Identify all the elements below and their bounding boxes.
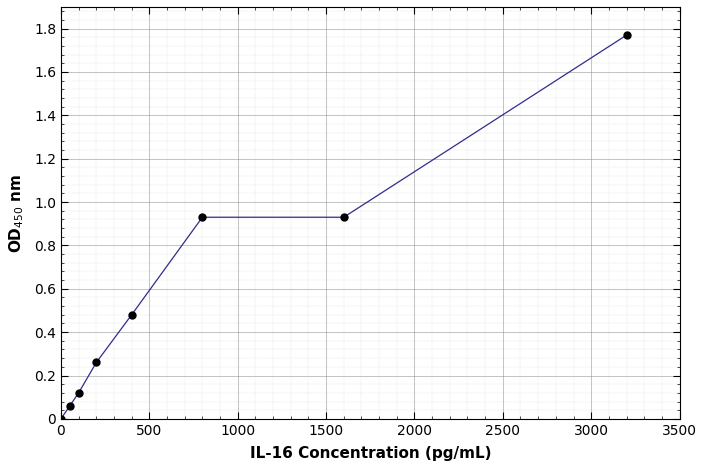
Point <box>126 311 137 319</box>
Point <box>338 213 349 221</box>
Point <box>64 402 75 410</box>
Point <box>56 415 67 423</box>
X-axis label: IL-16 Concentration (pg/mL): IL-16 Concentration (pg/mL) <box>249 446 491 461</box>
Y-axis label: OD$_{450}$ nm: OD$_{450}$ nm <box>7 173 25 253</box>
Point <box>621 31 632 39</box>
Point <box>73 389 84 396</box>
Point <box>91 359 102 366</box>
Point <box>196 213 208 221</box>
